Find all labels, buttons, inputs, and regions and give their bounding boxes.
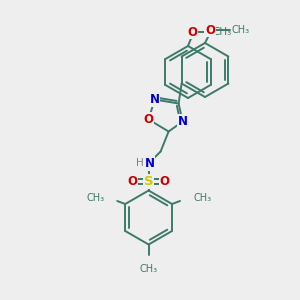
Text: O: O xyxy=(160,175,170,188)
Text: O: O xyxy=(128,175,138,188)
Text: CH₃: CH₃ xyxy=(193,193,211,203)
Text: CH₃: CH₃ xyxy=(86,193,104,203)
Text: CH₃: CH₃ xyxy=(212,27,231,37)
Text: O: O xyxy=(205,23,215,37)
Text: O: O xyxy=(144,113,154,126)
Text: N: N xyxy=(150,93,160,106)
Text: N: N xyxy=(145,157,154,170)
Text: S: S xyxy=(144,175,153,188)
Text: N: N xyxy=(178,115,188,128)
Text: O: O xyxy=(187,26,197,38)
Text: CH₃: CH₃ xyxy=(232,25,250,35)
Text: H: H xyxy=(136,158,144,167)
Text: CH₃: CH₃ xyxy=(140,265,158,275)
